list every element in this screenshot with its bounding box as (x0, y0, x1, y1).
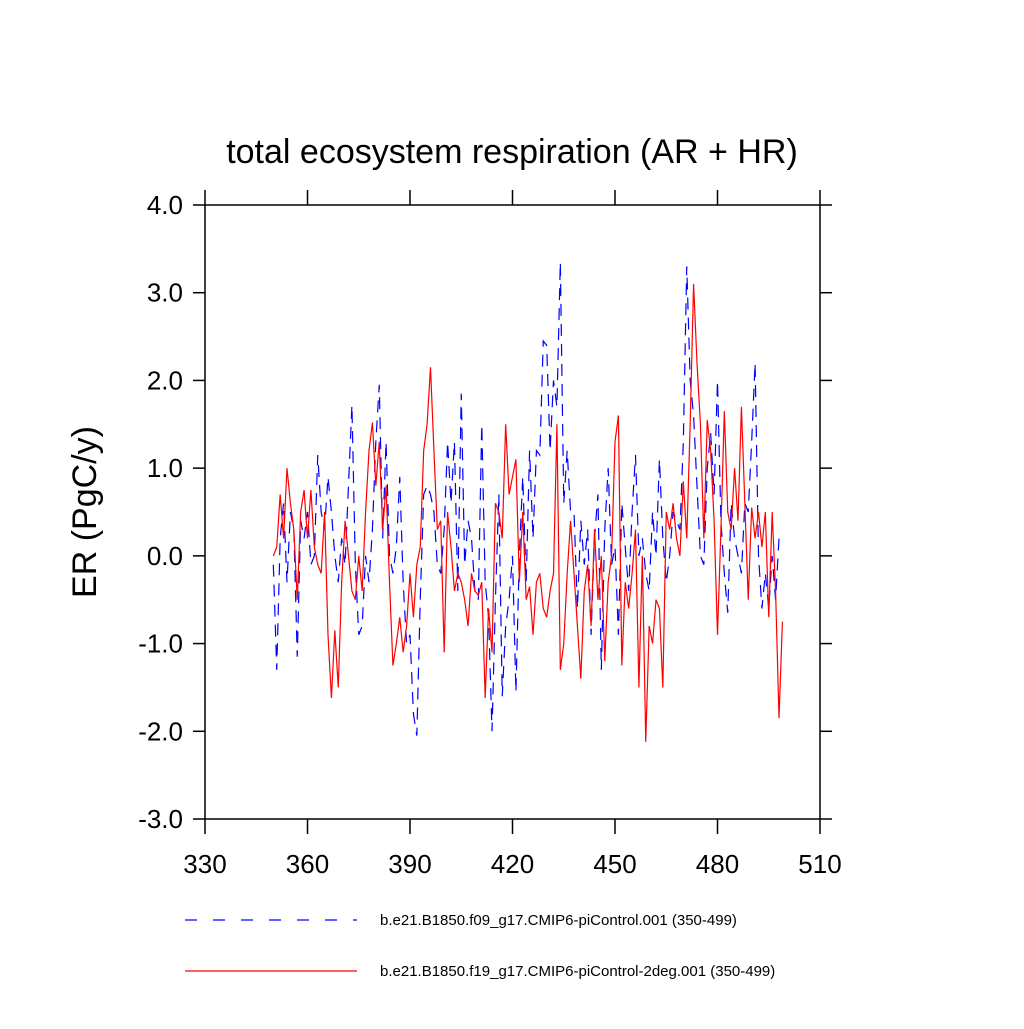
y-tick-label: -2.0 (138, 716, 183, 746)
y-tick-label: -1.0 (138, 629, 183, 659)
series-line (272, 261, 783, 736)
legend-label: b.e21.B1850.f09_g17.CMIP6-piControl.001 … (380, 912, 737, 929)
x-tick-label: 450 (593, 849, 636, 879)
x-tick-label: 330 (183, 849, 226, 879)
y-tick-label: 4.0 (147, 190, 183, 220)
x-tick-label: 480 (696, 849, 739, 879)
y-tick-label: 0.0 (147, 541, 183, 571)
y-tick-label: 3.0 (147, 278, 183, 308)
y-tick-label: 1.0 (147, 453, 183, 483)
chart-title: total ecosystem respiration (AR + HR) (226, 133, 798, 171)
legend-label: b.e21.B1850.f19_g17.CMIP6-piControl-2deg… (380, 963, 775, 980)
series-line (272, 283, 784, 742)
x-tick-label: 390 (388, 849, 431, 879)
x-tick-label: 420 (491, 849, 534, 879)
y-tick-label: -3.0 (138, 804, 183, 834)
x-tick-label: 360 (286, 849, 329, 879)
x-tick-label: 510 (798, 849, 841, 879)
y-tick-label: 2.0 (147, 365, 183, 395)
y-axis-label: ER (PgC/y) (66, 426, 104, 598)
